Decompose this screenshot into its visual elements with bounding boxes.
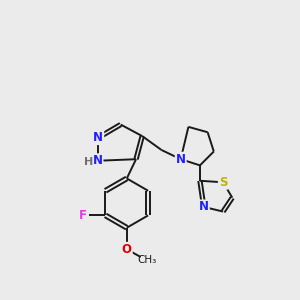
Text: F: F (79, 209, 87, 222)
Text: N: N (93, 131, 103, 144)
Text: N: N (176, 153, 186, 166)
Text: CH₃: CH₃ (137, 255, 156, 265)
Text: O: O (122, 243, 132, 256)
Text: S: S (219, 176, 227, 189)
Text: N: N (92, 154, 103, 167)
Text: H: H (84, 157, 94, 167)
Text: N: N (199, 200, 209, 213)
